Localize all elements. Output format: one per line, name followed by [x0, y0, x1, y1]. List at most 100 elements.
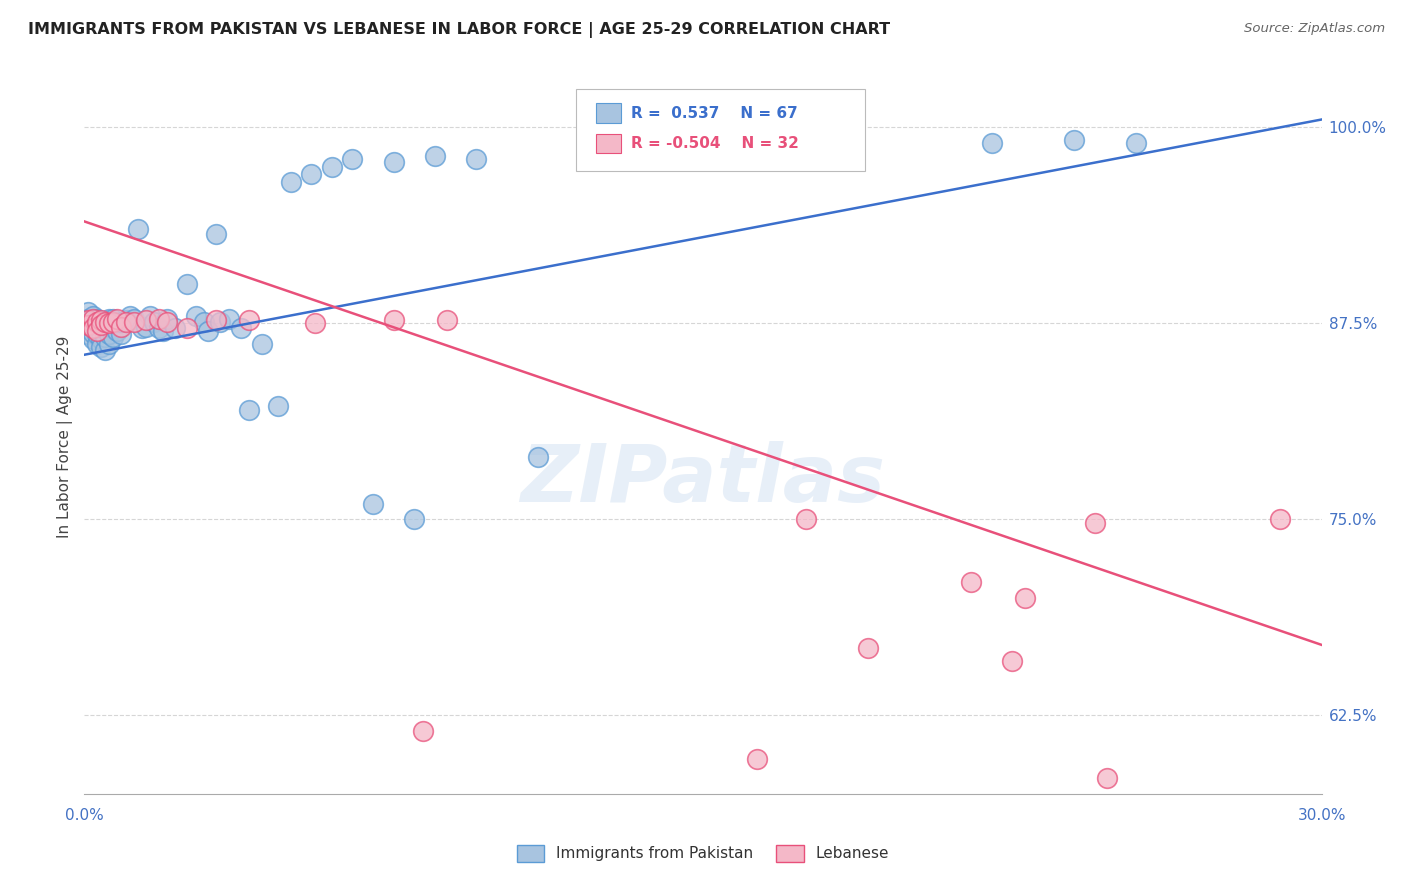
Point [280, 175, 302, 189]
Point [135, 313, 157, 327]
Point [609, 139, 631, 153]
Point [184, 309, 207, 323]
Point [794, 512, 817, 526]
Point [90, 324, 112, 338]
Point [110, 327, 132, 342]
Point [238, 313, 260, 327]
Point [94, 321, 117, 335]
Point [86, 319, 108, 334]
Point [1095, 771, 1118, 785]
Point [156, 315, 179, 329]
Point [148, 311, 170, 326]
Point [143, 315, 166, 329]
Point [342, 152, 364, 166]
Point [77, 321, 100, 335]
Point [122, 315, 145, 329]
Point [90, 313, 112, 327]
Point [77, 311, 100, 326]
Text: R =  0.537    N = 67: R = 0.537 N = 67 [631, 106, 799, 120]
Point [1270, 512, 1292, 526]
Point [382, 154, 405, 169]
Point [77, 327, 100, 342]
Point [98, 317, 121, 331]
Point [90, 340, 112, 354]
Point [165, 321, 187, 335]
Point [423, 148, 446, 162]
Point [267, 400, 290, 414]
Point [82, 311, 104, 326]
Point [122, 311, 145, 326]
Point [98, 327, 121, 342]
Point [135, 319, 157, 334]
Point [105, 317, 128, 331]
Point [103, 315, 125, 329]
Y-axis label: In Labor Force | Age 25-29: In Labor Force | Age 25-29 [58, 336, 73, 538]
Point [156, 311, 179, 326]
Point [404, 512, 426, 526]
Point [1014, 591, 1036, 605]
Point [77, 305, 100, 319]
Point [980, 136, 1002, 150]
Point [713, 136, 735, 150]
Text: IMMIGRANTS FROM PAKISTAN VS LEBANESE IN LABOR FORCE | AGE 25-29 CORRELATION CHAR: IMMIGRANTS FROM PAKISTAN VS LEBANESE IN … [28, 22, 890, 38]
Point [82, 309, 104, 323]
Point [90, 317, 112, 331]
Point [205, 313, 228, 327]
Point [197, 324, 219, 338]
Point [1063, 133, 1085, 147]
Point [86, 311, 108, 326]
Point [127, 222, 149, 236]
Point [527, 450, 550, 464]
Point [361, 497, 384, 511]
Point [139, 309, 162, 323]
Point [1001, 654, 1024, 668]
Point [412, 724, 434, 739]
Point [77, 318, 100, 332]
Point [815, 136, 838, 150]
Text: R = -0.504    N = 32: R = -0.504 N = 32 [631, 136, 799, 151]
Point [82, 321, 104, 335]
Point [103, 321, 125, 335]
Point [1125, 136, 1147, 150]
Point [131, 321, 153, 335]
Point [209, 315, 232, 329]
Point [82, 326, 104, 340]
Point [152, 324, 174, 338]
Point [465, 152, 488, 166]
Point [77, 315, 100, 329]
Point [960, 575, 983, 590]
Point [98, 336, 121, 351]
Point [98, 311, 121, 326]
Point [86, 315, 108, 329]
Point [103, 330, 125, 344]
Point [148, 321, 170, 335]
Point [193, 315, 215, 329]
Point [86, 324, 108, 338]
Point [94, 330, 117, 344]
Point [114, 315, 136, 329]
Point [304, 317, 326, 331]
Point [250, 336, 273, 351]
Point [77, 313, 100, 327]
Point [1084, 516, 1107, 530]
Text: ZIPatlas: ZIPatlas [520, 441, 886, 519]
Point [436, 313, 458, 327]
Point [90, 318, 112, 332]
Text: Source: ZipAtlas.com: Source: ZipAtlas.com [1244, 22, 1385, 36]
Point [110, 319, 132, 334]
Point [90, 332, 112, 346]
Point [299, 167, 322, 181]
Point [105, 324, 128, 338]
Point [745, 752, 768, 766]
Point [238, 402, 260, 417]
Point [82, 323, 104, 337]
Point [110, 315, 132, 329]
Point [94, 315, 117, 329]
Point [176, 321, 198, 335]
Point [321, 160, 343, 174]
Point [176, 277, 198, 292]
Point [103, 311, 125, 326]
Point [218, 311, 240, 326]
Point [86, 336, 108, 351]
Point [382, 313, 405, 327]
